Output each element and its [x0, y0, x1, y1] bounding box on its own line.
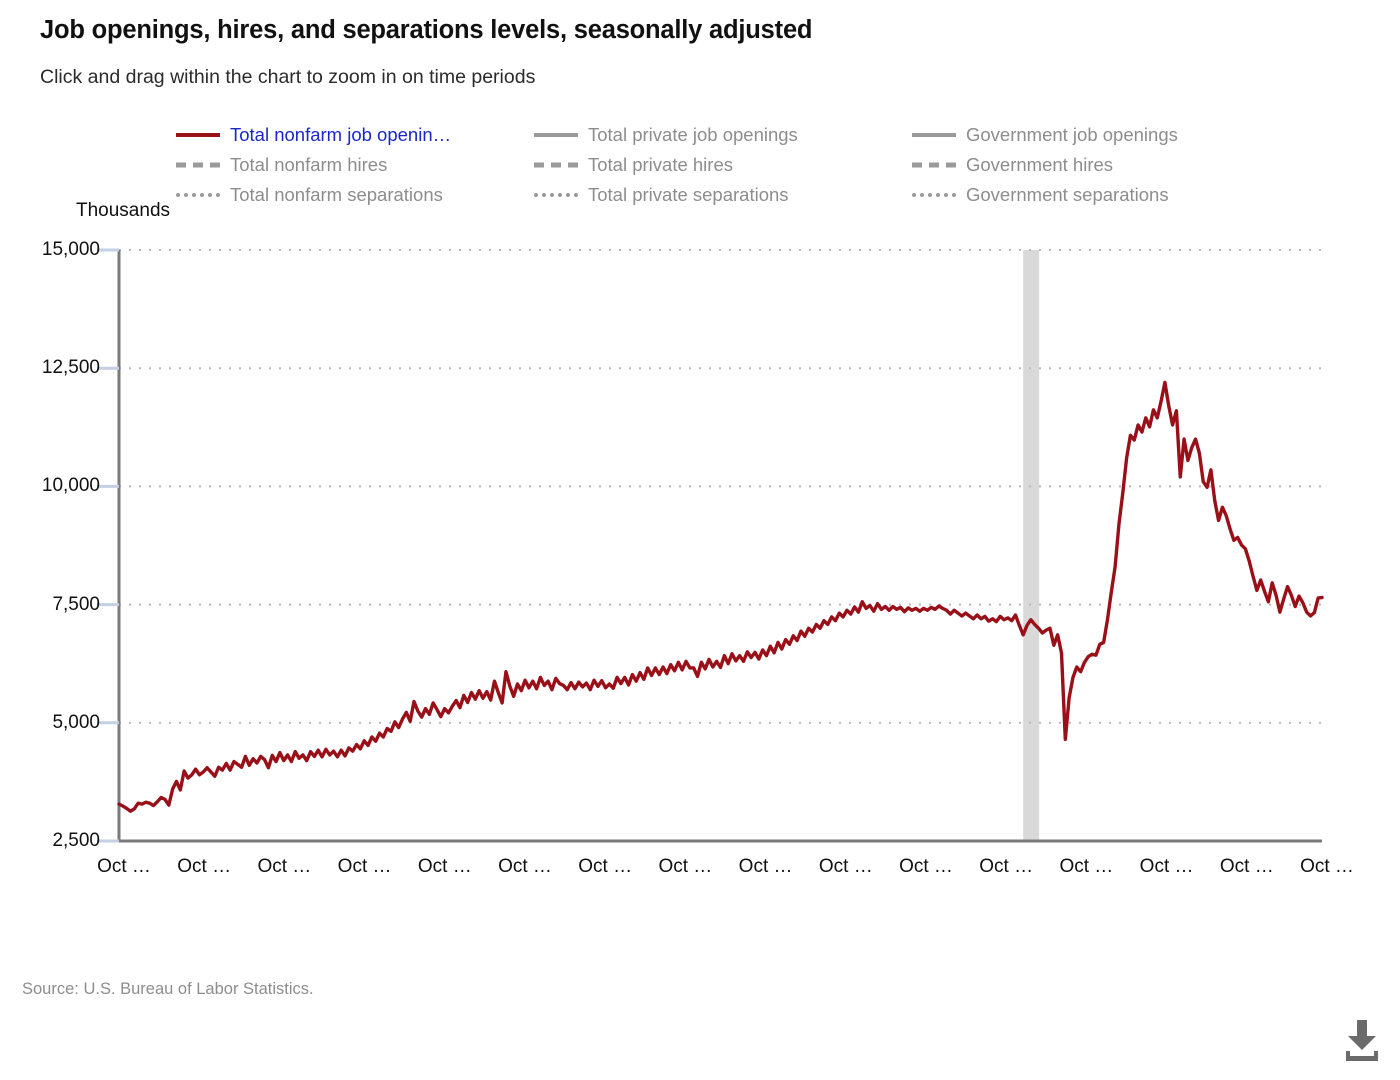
x-axis-tick-label: Oct … [177, 856, 232, 877]
legend-marker-dashed-icon [912, 157, 956, 173]
legend-marker-dashed-icon [176, 157, 220, 173]
y-axis-unit-label: Thousands [76, 200, 171, 221]
x-axis-tick-label: Oct … [498, 856, 552, 877]
x-axis-tick-label: Oct … [97, 856, 151, 877]
legend-item-label: Total private job openings [588, 124, 798, 145]
legend-item-total-nonfarm-separations[interactable]: Total nonfarm separations [176, 180, 534, 210]
legend-item-label: Total nonfarm separations [230, 184, 443, 205]
legend-marker-solid-icon [176, 127, 220, 143]
y-axis-tick-label: 7,500 [52, 593, 100, 615]
legend-marker-dotted-icon [912, 187, 956, 203]
download-icon[interactable] [1338, 1018, 1386, 1064]
legend-item-total-nonfarm-hires[interactable]: Total nonfarm hires [176, 150, 534, 180]
y-axis-tick-label: 2,500 [52, 830, 100, 851]
y-axis-tick-label: 15,000 [41, 239, 100, 260]
x-axis-tick-label: Oct … [337, 856, 392, 877]
chart-instructions: Click and drag within the chart to zoom … [40, 66, 536, 88]
x-axis-tick-label: Oct … [1219, 856, 1274, 877]
legend-item-total-private-job-openings[interactable]: Total private job openings [534, 120, 912, 150]
x-axis-tick-label: Oct … [979, 856, 1034, 877]
x-axis-tick-label: Oct … [1300, 856, 1354, 877]
legend-item-government-separations[interactable]: Government separations [912, 180, 1236, 210]
legend-marker-solid-icon [534, 127, 578, 143]
legend-item-label: Total private hires [588, 154, 733, 175]
legend-item-label: Total private separations [588, 184, 789, 205]
x-axis-tick-label: Oct … [578, 856, 633, 877]
x-axis-tick-label: Oct … [1139, 856, 1194, 877]
x-axis-tick-label: Oct … [658, 856, 713, 877]
legend-item-total-nonfarm-job-openin[interactable]: Total nonfarm job openin… [176, 120, 534, 150]
x-axis-tick-label: Oct … [257, 856, 312, 877]
x-axis-tick-label: Oct … [1059, 856, 1114, 877]
legend-item-government-job-openings[interactable]: Government job openings [912, 120, 1236, 150]
chart-legend: Total nonfarm job openin… Total private j… [176, 120, 1236, 210]
legend-item-government-hires[interactable]: Government hires [912, 150, 1236, 180]
legend-item-label: Total nonfarm job openin… [230, 124, 452, 145]
legend-item-total-private-hires[interactable]: Total private hires [534, 150, 912, 180]
legend-item-label: Government job openings [966, 124, 1178, 145]
legend-item-label: Total nonfarm hires [230, 154, 388, 175]
legend-marker-dotted-icon [534, 187, 578, 203]
source-note: Source: U.S. Bureau of Labor Statistics. [22, 980, 314, 998]
legend-item-label: Government hires [966, 154, 1114, 175]
x-axis-tick-label: Oct … [899, 856, 953, 877]
x-axis-tick-label: Oct … [738, 856, 793, 877]
legend-marker-dotted-icon [176, 187, 220, 203]
y-axis-tick-label: 10,000 [41, 475, 100, 497]
x-axis-tick-label: Oct … [417, 856, 472, 877]
y-axis-tick-label: 5,000 [52, 711, 100, 733]
page-title: Job openings, hires, and separations lev… [40, 16, 813, 44]
legend-item-total-private-separations[interactable]: Total private separations [534, 180, 912, 210]
recession-shading [1023, 250, 1040, 841]
legend-marker-solid-icon [912, 127, 956, 143]
legend-marker-dashed-icon [534, 157, 578, 173]
legend-item-label: Government separations [966, 184, 1169, 205]
y-axis-tick-label: 12,500 [41, 357, 100, 379]
series-line-total-nonfarm-job-openings[interactable] [117, 380, 1324, 813]
x-axis-tick-label: Oct … [818, 856, 873, 877]
